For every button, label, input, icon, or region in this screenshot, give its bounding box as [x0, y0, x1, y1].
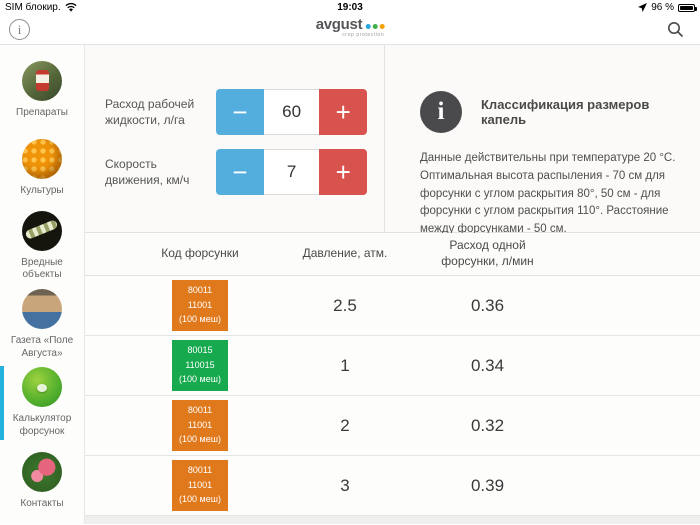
- stepper-value: 7: [263, 149, 320, 195]
- cultures-corn-photo-icon: [22, 139, 62, 179]
- search-icon[interactable]: [667, 21, 684, 38]
- droplet-info-panel: i Классификация размеров капель Данные д…: [385, 45, 700, 235]
- stepper-value: 60: [263, 89, 320, 135]
- content: Расход рабочей жидкости, л/га − 60 + Ско…: [85, 45, 700, 524]
- nozzle-code-line2: 11001: [187, 479, 213, 490]
- table-row[interactable]: 80011 11001 (100 меш) 2 0.32: [85, 396, 700, 456]
- sidebar-item[interactable]: Контакты: [0, 442, 84, 520]
- location-arrow-icon: [638, 3, 648, 12]
- battery-icon: [678, 3, 697, 12]
- parameter-label: Скорость движения, км/ч: [105, 156, 190, 187]
- sidebar: Препараты Культуры Вредные объекты Газет…: [0, 45, 85, 524]
- logo-text: avgust: [315, 16, 363, 33]
- sidebar-item[interactable]: Газета «Поле Августа»: [0, 286, 84, 364]
- nozzle-code-badge: 80011 11001 (100 меш): [172, 460, 228, 511]
- parameter-row: Расход рабочей жидкости, л/га − 60 +: [105, 89, 367, 135]
- sidebar-item[interactable]: Вредные объекты: [0, 207, 84, 285]
- column-header-flow: Расход одной форсунки, л/мин: [441, 238, 534, 268]
- flow-value: 0.36: [470, 295, 505, 315]
- nozzle-code-line1: 80015: [187, 345, 213, 356]
- carrier-label: SIM блокир.: [5, 2, 61, 13]
- active-item-indicator: [0, 365, 4, 440]
- nozzle-code-line3: (100 меш): [179, 314, 221, 325]
- table-row[interactable]: 80015 110015 (100 меш) 1 0.34: [85, 336, 700, 396]
- info-circle-icon: i: [420, 91, 462, 133]
- nozzle-code-line2: 110015: [185, 359, 215, 370]
- harmful-objects-photo-icon: [22, 210, 62, 251]
- sidebar-item-label: Контакты: [20, 497, 64, 509]
- logo-dots-icon: [365, 23, 385, 29]
- nozzle-code-line3: (100 меш): [179, 494, 221, 505]
- table-header-row: Код форсунки Давление, атм. Расход одной…: [85, 233, 700, 276]
- pressure-value: 2: [340, 415, 350, 435]
- sidebar-item-label: Вредные объекты: [21, 256, 63, 281]
- status-bar: SIM блокир. 19:03 96 %: [0, 0, 700, 15]
- nozzle-code-line2: 11001: [187, 299, 213, 310]
- parameter-row: Скорость движения, км/ч − 7 +: [105, 149, 367, 195]
- info-panel-text: Данные действительны при температуре 20 …: [420, 152, 676, 236]
- sidebar-item-label: Культуры: [20, 185, 64, 196]
- contacts-flowers-photo-icon: [22, 451, 62, 492]
- nozzle-code-line1: 80011: [187, 285, 213, 296]
- flow-value: 0.39: [470, 475, 505, 495]
- decrement-button[interactable]: −: [216, 89, 264, 135]
- newspaper-pole-avgusta-photo-icon: [22, 289, 62, 330]
- parameters-panel: Расход рабочей жидкости, л/га − 60 + Ско…: [85, 45, 385, 232]
- top-panel: Расход рабочей жидкости, л/га − 60 + Ско…: [85, 45, 700, 235]
- clock: 19:03: [337, 2, 363, 13]
- nozzle-table: Код форсунки Давление, атм. Расход одной…: [85, 233, 700, 524]
- nozzle-code-badge: 80011 11001 (100 меш): [172, 400, 228, 451]
- logo-subtitle: crop protection: [342, 32, 385, 38]
- pressure-value: 2.5: [333, 295, 357, 315]
- nozzle-code-badge: 80015 110015 (100 меш): [172, 340, 228, 391]
- sidebar-item[interactable]: Калькулятор форсунок: [0, 364, 84, 442]
- flow-value: 0.32: [470, 415, 505, 435]
- next-row-edge: [85, 516, 700, 524]
- table-row[interactable]: 80011 11001 (100 меш) 2.5 0.36: [85, 276, 700, 336]
- column-header-nozzle-code: Код форсунки: [161, 246, 239, 261]
- value-stepper: − 60 +: [216, 89, 367, 135]
- nozzle-code-line3: (100 меш): [179, 434, 221, 445]
- parameter-label: Расход рабочей жидкости, л/га: [105, 96, 195, 127]
- info-button[interactable]: i: [9, 19, 30, 40]
- battery-percent-label: 96 %: [651, 2, 674, 13]
- nozzle-code-line3: (100 меш): [179, 374, 221, 385]
- sidebar-item-label: Газета «Поле Августа»: [10, 335, 74, 359]
- decrement-button[interactable]: −: [216, 149, 264, 195]
- sidebar-item-label: Калькулятор форсунок: [12, 413, 72, 437]
- nozzle-calculator-leaf-icon: [22, 367, 62, 408]
- column-header-pressure: Давление, атм.: [302, 246, 388, 261]
- increment-button[interactable]: +: [319, 149, 367, 195]
- app-header: i avgust crop protection: [0, 15, 700, 45]
- nozzle-code-badge: 80011 11001 (100 меш): [172, 280, 228, 331]
- nozzle-code-line1: 80011: [187, 465, 213, 476]
- pressure-value: 1: [340, 355, 350, 375]
- nozzle-code-line1: 80011: [187, 405, 213, 416]
- pressure-value: 3: [340, 475, 350, 495]
- value-stepper: − 7 +: [216, 149, 367, 195]
- avgust-logo: avgust crop protection: [316, 17, 385, 38]
- sidebar-item[interactable]: Препараты: [0, 51, 84, 129]
- nozzle-code-line2: 11001: [187, 419, 213, 430]
- table-row[interactable]: 80011 11001 (100 меш) 3 0.39: [85, 456, 700, 516]
- flow-value: 0.34: [470, 355, 505, 375]
- increment-button[interactable]: +: [319, 89, 367, 135]
- sidebar-item-label: Препараты: [16, 106, 68, 118]
- wifi-icon: [65, 3, 77, 12]
- preparations-photo-icon: [22, 60, 62, 101]
- sidebar-item[interactable]: Культуры: [0, 129, 84, 207]
- info-panel-title: Классификация размеров капель: [481, 97, 650, 127]
- table-body: 80011 11001 (100 меш) 2.5 0.36 80015 110…: [85, 276, 700, 516]
